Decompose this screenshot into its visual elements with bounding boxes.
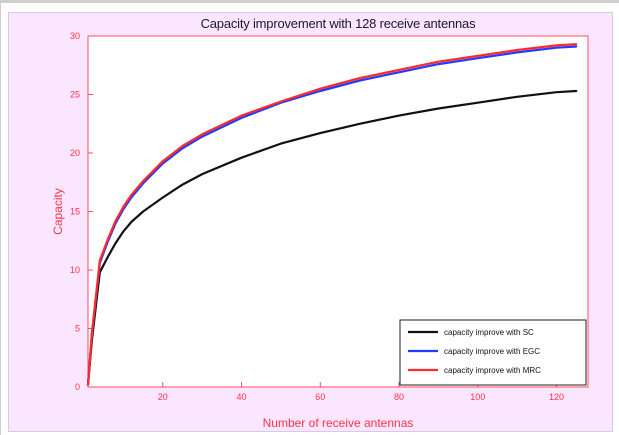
series-line-sc xyxy=(86,89,578,386)
y-tick-label: 10 xyxy=(70,265,80,275)
legend-box xyxy=(399,319,587,386)
legend-label: capacity improve with MRC xyxy=(444,366,541,375)
legend: capacity improve with SC capacity improve… xyxy=(399,319,587,386)
y-tick-label: 15 xyxy=(70,207,80,217)
x-tick-label: 40 xyxy=(237,392,247,402)
x-tick-label: 100 xyxy=(470,392,485,402)
legend-label: capacity improve with SC xyxy=(444,328,534,337)
x-axis-label: Number of receive antennas xyxy=(263,416,414,430)
y-tick-label: 20 xyxy=(70,148,80,158)
y-axis-label: Capacity xyxy=(51,188,65,235)
series-layer xyxy=(86,43,578,386)
chart-title: Capacity improvement with 128 receive an… xyxy=(201,16,476,31)
x-tick-label: 20 xyxy=(158,392,168,402)
x-tick-label: 120 xyxy=(549,392,564,402)
x-tick-label: 80 xyxy=(394,392,404,402)
y-tick-label: 5 xyxy=(75,324,80,334)
y-tick-label: 0 xyxy=(75,382,80,392)
y-tick-label: 30 xyxy=(70,31,80,41)
x-tick-label: 60 xyxy=(315,392,325,402)
legend-label: capacity improve with EGC xyxy=(444,347,540,356)
series-line-mrc xyxy=(86,43,578,386)
y-tick-label: 25 xyxy=(70,90,80,100)
axis-ticks: 20 40 60 80 100 120 0 5 10 15 20 25 30 xyxy=(70,31,564,402)
